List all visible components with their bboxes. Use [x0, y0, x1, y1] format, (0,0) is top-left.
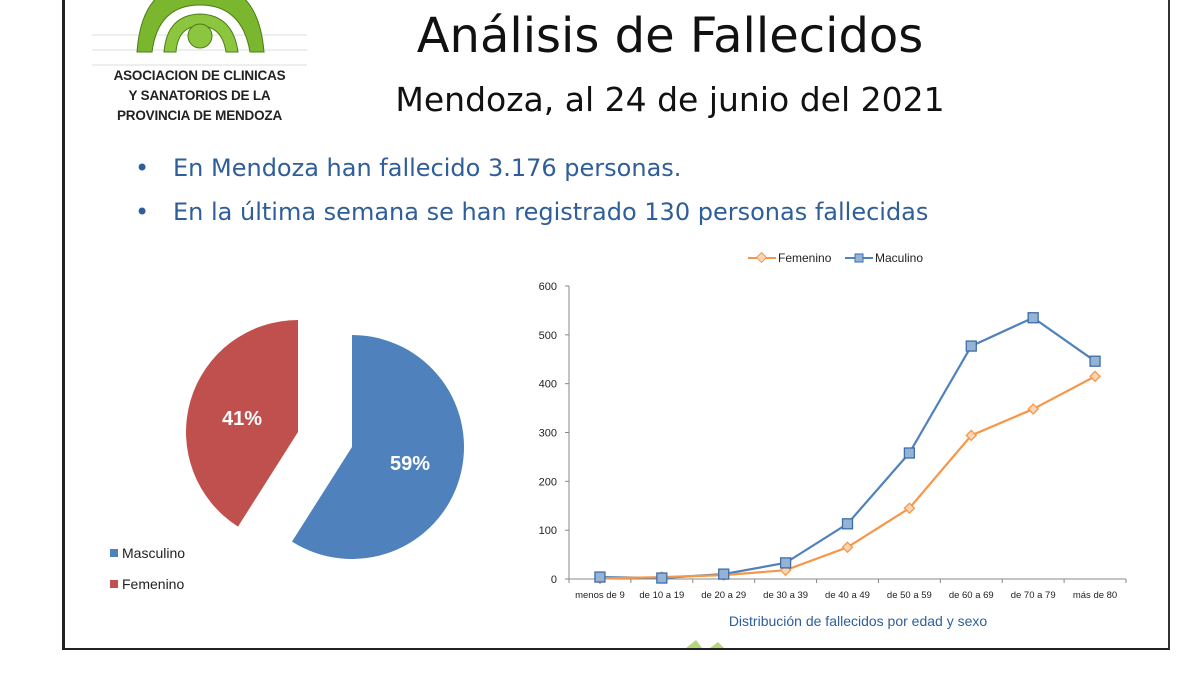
legend-marker-masculino: [854, 253, 864, 263]
y-tick-label: 400: [539, 379, 557, 391]
legend-label-femenino: Femenino: [778, 251, 832, 265]
data-point-maculino: [841, 518, 854, 530]
x-tick-label: más de 80: [1073, 590, 1117, 601]
data-point-femenino: [903, 502, 916, 515]
chart-title: Distribución de fallecidos por edad y se…: [729, 613, 988, 629]
y-tick-label: 300: [539, 428, 557, 440]
pie-label-masculino: 59%: [390, 453, 430, 475]
data-point-maculino: [1089, 355, 1101, 367]
data-point-maculino: [1027, 312, 1039, 324]
logo-arch-icon: [92, 0, 307, 66]
data-point-maculino: [718, 568, 730, 580]
legend-label-masculino: Masculino: [122, 545, 185, 561]
bullet-text: En Mendoza han fallecido 3.176 personas.: [173, 154, 682, 182]
pie-slice-masculino: [291, 335, 464, 559]
bullet-text: En la última semana se han registrado 13…: [173, 198, 929, 226]
x-tick-label: de 30 a 39: [763, 590, 808, 601]
x-tick-label: de 10 a 19: [639, 590, 684, 601]
x-tick-label: de 50 a 59: [887, 590, 932, 601]
y-tick-label: 500: [539, 330, 557, 342]
x-tick-label: de 20 a 29: [701, 590, 746, 601]
data-point-maculino: [903, 447, 916, 459]
data-point-maculino: [779, 557, 792, 569]
bullet-item: • En Mendoza han fallecido 3.176 personas…: [135, 154, 681, 182]
legend-marker-femenino: [755, 251, 768, 264]
logo: ASOCIACION DE CLINICAS Y SANATORIOS DE L…: [92, 0, 307, 130]
bullet-icon: •: [135, 154, 150, 182]
series-line-maculino: [599, 316, 1096, 580]
y-tick-label: 100: [539, 525, 557, 537]
data-point-femenino: [965, 429, 978, 442]
legend-label-masculino: Maculino: [875, 251, 923, 265]
decorative-leaf-icon: [686, 640, 724, 648]
y-tick-label: 0: [551, 574, 557, 586]
data-point-femenino: [1027, 403, 1040, 415]
data-point-maculino: [656, 572, 668, 584]
legend-swatch-femenino: [110, 580, 118, 588]
legend-label-femenino: Femenino: [122, 576, 184, 592]
x-tick-label: de 40 a 49: [825, 590, 870, 601]
data-point-femenino: [841, 541, 854, 554]
bullet-item: • En la última semana se han registrado 1…: [135, 198, 928, 226]
pie-label-femenino: 41%: [222, 408, 262, 430]
page-title: Análisis de Fallecidos: [416, 8, 924, 64]
logo-text-line: Y SANATORIOS DE LA: [128, 88, 271, 103]
data-point-maculino: [965, 340, 977, 352]
pie-chart: 59% 41% Masculino Femenino: [110, 320, 464, 592]
legend-swatch-masculino: [110, 549, 118, 557]
bullet-icon: •: [135, 198, 150, 226]
data-point-maculino: [594, 571, 606, 583]
y-tick-label: 200: [539, 476, 557, 488]
y-tick-label: 600: [539, 281, 557, 293]
x-tick-label: de 70 a 79: [1011, 590, 1056, 601]
pie-slice-femenino: [185, 320, 298, 527]
x-tick-label: de 60 a 69: [949, 590, 994, 601]
page-subtitle: Mendoza, al 24 de junio del 2021: [395, 80, 945, 119]
logo-text-line: PROVINCIA DE MENDOZA: [116, 108, 282, 123]
logo-text-line: ASOCIACION DE CLINICAS: [113, 68, 286, 83]
line-legend: Femenino Maculino: [748, 251, 923, 265]
data-point-femenino: [1089, 370, 1101, 383]
slide: [62, 0, 1170, 650]
x-tick-label: menos de 9: [575, 590, 625, 601]
